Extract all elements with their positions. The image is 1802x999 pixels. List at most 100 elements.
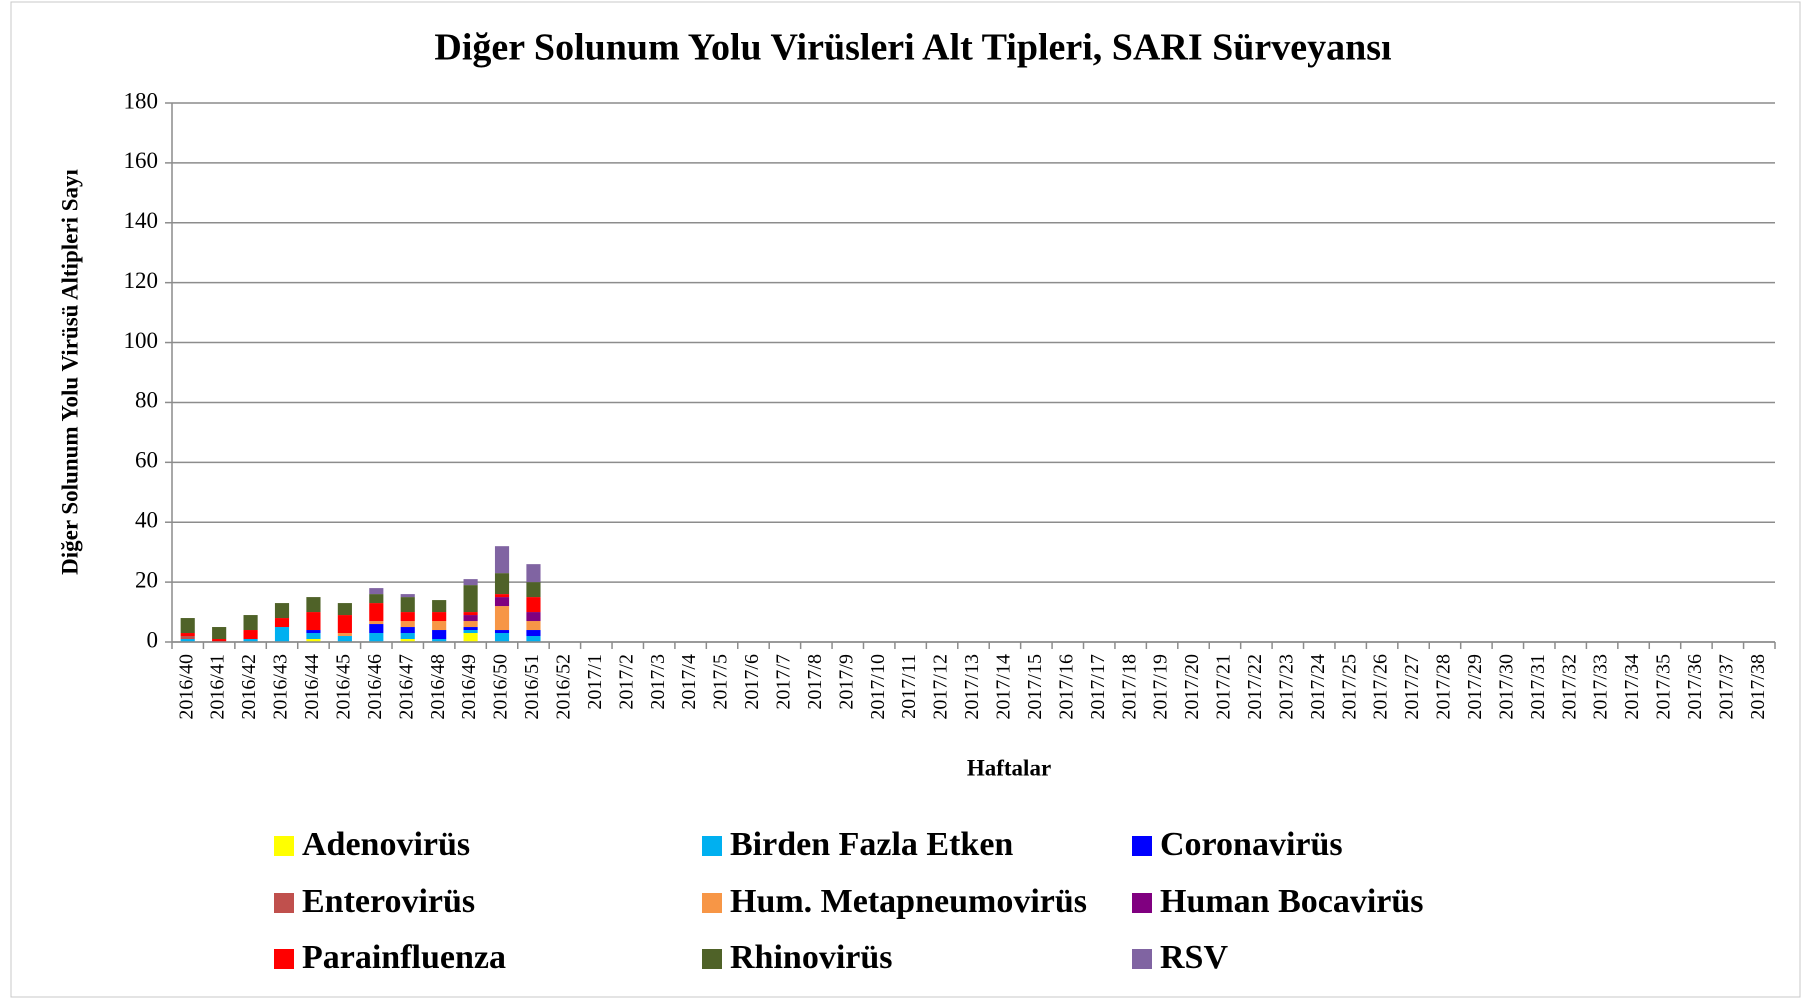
x-tick-label: 2017/14	[993, 654, 1015, 720]
x-tick-label: 2017/23	[1275, 654, 1297, 720]
bar-segment	[369, 588, 384, 595]
x-tick-label: 2017/33	[1590, 654, 1612, 720]
bar-segment	[212, 627, 227, 640]
x-tick-label: 2017/9	[835, 654, 857, 710]
legend-swatch	[1132, 893, 1152, 913]
x-tick-label: 2017/30	[1495, 654, 1517, 720]
bar-segment	[274, 603, 290, 619]
bar-segment	[274, 627, 290, 642]
legend-swatch	[702, 893, 722, 913]
y-tick-label: 180	[124, 88, 159, 113]
x-tick-label: 2017/38	[1747, 654, 1769, 720]
bar-segment	[306, 633, 321, 640]
bar-segment	[526, 612, 541, 622]
x-tick-label: 2016/43	[270, 654, 292, 720]
bar-segment	[306, 630, 321, 634]
x-tick-label: 2016/52	[552, 654, 574, 720]
bar-segment	[494, 594, 510, 598]
y-tick-label: 60	[135, 448, 158, 473]
x-axis-label: Haftalar	[967, 755, 1051, 780]
x-tick-label: 2016/45	[332, 654, 354, 720]
bar-segment	[526, 636, 541, 642]
bar-segment	[432, 600, 447, 613]
x-tick-label: 2017/13	[961, 654, 983, 720]
x-tick-label: 2017/26	[1370, 654, 1392, 720]
x-tick-label: 2016/47	[395, 654, 417, 720]
legend-swatch	[274, 949, 294, 969]
bar-segment	[212, 639, 227, 642]
y-tick-label: 140	[124, 208, 159, 233]
y-tick-label: 40	[135, 508, 158, 533]
bar-segment	[494, 630, 510, 634]
legend-label: Coronavirüs	[1160, 826, 1343, 863]
y-tick-label: 120	[124, 268, 159, 293]
bar-segment	[369, 621, 384, 625]
legend-label: RSV	[1160, 939, 1228, 976]
x-tick-label: 2017/6	[741, 654, 763, 710]
y-tick-label: 0	[147, 627, 159, 652]
bar-segment	[400, 621, 415, 628]
legend-swatch	[702, 836, 722, 856]
y-tick-label: 80	[135, 388, 158, 413]
x-tick-label: 2017/5	[710, 654, 732, 710]
legend-label: Birden Fazla Etken	[730, 826, 1013, 863]
bar-segment	[432, 621, 447, 631]
legend-swatch	[274, 836, 294, 856]
y-tick-label: 20	[135, 567, 158, 592]
bar-segment	[369, 594, 384, 604]
bar-segment	[337, 633, 352, 637]
y-tick-label: 160	[124, 148, 159, 173]
bar-segment	[337, 615, 352, 634]
bar-segment	[180, 618, 195, 634]
x-tick-label: 2017/1	[584, 654, 606, 710]
bar-segment	[180, 639, 195, 642]
bar-segment	[306, 639, 321, 642]
x-tick-label: 2017/15	[1024, 654, 1046, 720]
bar-segment	[243, 630, 258, 640]
x-tick-label: 2017/16	[1055, 654, 1077, 720]
x-tick-label: 2017/2	[615, 654, 637, 710]
x-tick-label: 2017/11	[898, 654, 920, 719]
bar-segment	[337, 636, 352, 642]
legend-label: Rhinovirüs	[730, 939, 893, 976]
bar-segment	[526, 564, 541, 583]
bar-segment	[369, 603, 384, 622]
bar-segment	[400, 633, 415, 640]
x-tick-label: 2016/44	[301, 654, 323, 720]
chart-title: Diğer Solunum Yolu Virüsleri Alt Tipleri…	[434, 27, 1391, 69]
bar-segment	[180, 636, 195, 640]
bar-segment	[463, 627, 478, 631]
bar-segment	[369, 633, 384, 642]
x-tick-label: 2017/7	[773, 654, 795, 710]
bar-segment	[494, 597, 510, 607]
x-tick-label: 2016/50	[490, 654, 512, 720]
legend-swatch	[1132, 949, 1152, 969]
bar-segment	[494, 573, 510, 595]
bar-segment	[494, 546, 510, 574]
x-tick-label: 2017/37	[1715, 654, 1737, 720]
bar-segment	[180, 633, 195, 637]
x-tick-label: 2017/4	[678, 654, 700, 710]
x-tick-label: 2017/32	[1558, 654, 1580, 720]
bar-segment	[463, 612, 478, 616]
bar-segment	[400, 627, 415, 634]
legend-swatch	[1132, 836, 1152, 856]
x-tick-label: 2017/21	[1213, 654, 1235, 720]
x-tick-label: 2017/24	[1307, 654, 1329, 720]
bar-segment	[463, 579, 478, 586]
x-tick-label: 2016/42	[238, 654, 260, 720]
x-tick-label: 2017/12	[930, 654, 952, 720]
bar-segment	[400, 597, 415, 613]
x-tick-label: 2016/40	[175, 654, 197, 720]
x-tick-label: 2017/25	[1338, 654, 1360, 720]
x-tick-label: 2017/3	[647, 654, 669, 710]
bar-segment	[526, 582, 541, 598]
bar-segment	[494, 633, 510, 642]
x-tick-label: 2017/20	[1181, 654, 1203, 720]
x-tick-label: 2017/27	[1401, 654, 1423, 720]
x-tick-label: 2017/36	[1684, 654, 1706, 720]
legend-label: Adenovirüs	[302, 826, 470, 863]
y-tick-label: 100	[124, 328, 159, 353]
bar-segment	[400, 639, 415, 642]
